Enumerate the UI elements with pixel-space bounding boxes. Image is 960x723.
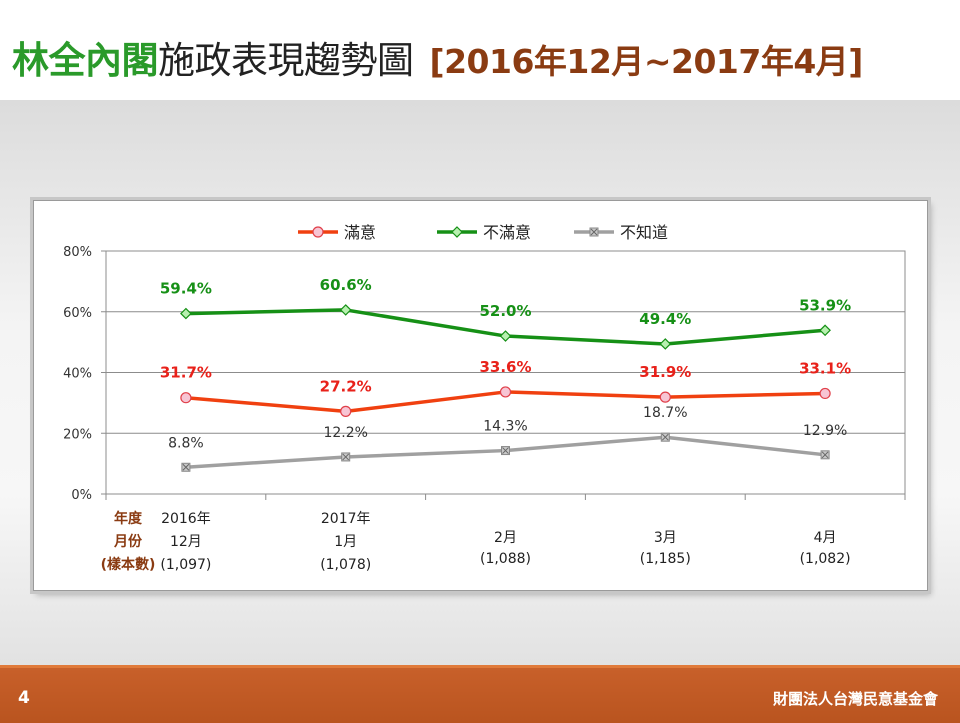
x-label-month: 2月 [494,530,517,546]
data-label: 18.7% [643,405,687,421]
data-label: 31.9% [639,363,691,381]
data-label: 14.3% [483,419,527,435]
x-row-label: (樣本數) [101,556,156,573]
slide-title: 林全內閣施政表現趨勢圖 [2016年12月~2017年4月] [12,30,863,86]
data-label: 49.4% [639,310,691,328]
x-row-label: 年度 [114,510,143,527]
data-label: 33.6% [479,358,531,376]
data-label: 60.6% [320,276,372,294]
x-label-year: 2016年 [161,511,211,527]
x-label-month: 1月 [334,534,357,550]
data-point [312,226,324,238]
legend-label: 不知道 [620,223,668,242]
legend-label: 不滿意 [483,223,531,242]
x-label-sample: (1,082) [800,551,851,567]
data-label: 53.9% [799,296,851,314]
data-label: 33.1% [799,359,851,377]
data-point [659,391,671,403]
data-label: 8.8% [168,435,204,451]
y-tick-label: 60% [63,306,92,321]
x-label-month: 12月 [170,534,202,550]
slide-footer: 4 財團法人台灣民意基金會 [0,665,960,723]
data-point-cross [182,463,190,471]
y-tick-label: 20% [63,427,92,442]
title-main: 施政表現趨勢圖 [158,39,414,82]
x-label-sample: (1,097) [160,557,211,573]
data-point [499,330,512,342]
data-point-cross [342,453,350,461]
data-label: 27.2% [320,377,372,395]
data-point [819,387,831,400]
slide-header: 林全內閣施政表現趨勢圖 [2016年12月~2017年4月] [0,0,960,100]
x-label-sample: (1,088) [480,551,531,567]
data-point [340,405,352,417]
data-point [180,392,192,404]
data-label: 59.4% [160,280,212,298]
page-number: 4 [18,688,30,708]
data-label: 52.0% [479,302,531,320]
y-tick-label: 40% [63,367,92,382]
x-label-month: 4月 [814,530,837,546]
organization-name: 財團法人台灣民意基金會 [772,690,938,708]
data-point-cross [502,447,509,454]
x-row-label: 月份 [113,533,143,550]
data-point-cross [661,433,669,441]
x-label-year: 2017年 [321,511,371,527]
data-point [180,307,192,320]
x-label-sample: (1,185) [640,551,691,567]
y-tick-label: 0% [71,488,92,503]
data-label: 12.2% [323,425,367,441]
data-point [819,324,831,337]
data-label: 12.9% [803,423,847,439]
data-point [339,304,352,316]
data-point [499,386,512,398]
data-point-cross [821,451,829,459]
data-label: 31.7% [160,364,212,382]
legend-label: 滿意 [344,223,376,242]
data-point-cross [590,228,598,236]
title-cabinet: 林全內閣 [12,39,159,82]
y-tick-label: 80% [63,245,92,260]
x-label-sample: (1,078) [320,557,371,573]
title-date-range: [2016年12月~2017年4月] [429,42,864,81]
data-point [659,338,672,350]
data-point [451,226,463,238]
x-label-month: 3月 [654,530,677,546]
